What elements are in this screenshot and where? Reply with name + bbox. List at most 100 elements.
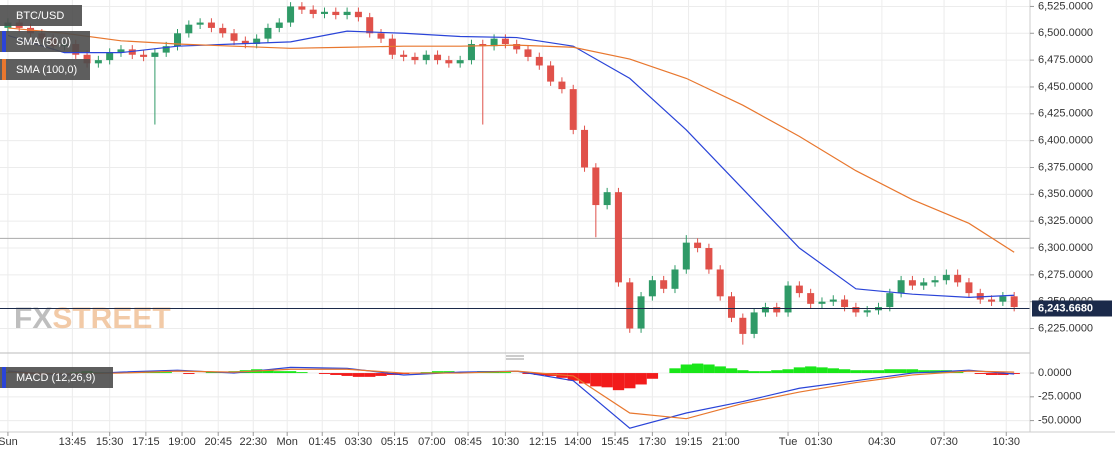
- macd-histogram-bar: [499, 372, 512, 374]
- macd-histogram-bar: [985, 373, 998, 375]
- legend-entry: MACD (12,26,9): [16, 372, 95, 384]
- macd-histogram-bar: [759, 371, 772, 374]
- candle-body: [829, 299, 837, 302]
- legend-box[interactable]: [0, 31, 90, 52]
- signal-line: [7, 368, 1015, 420]
- candle-body: [320, 11, 328, 14]
- macd-histogram-bar: [578, 373, 591, 384]
- macd-histogram-bar: [838, 369, 851, 374]
- y-tick-label: 6,425.0000: [1038, 108, 1093, 120]
- legend: BTC/USD SMA (50,0) SMA (100,0) MACD (12,…: [0, 5, 113, 388]
- y-tick-label: 6,475.0000: [1038, 54, 1093, 66]
- candle-body: [287, 6, 295, 23]
- legend-box[interactable]: [0, 5, 82, 26]
- macd-histogram-bar: [725, 368, 738, 374]
- legend-box[interactable]: [0, 367, 113, 388]
- candle-body: [343, 11, 351, 16]
- candle-body: [366, 17, 374, 34]
- macd-histogram-bar: [646, 373, 659, 379]
- candle-body: [942, 274, 950, 281]
- x-tick-label: 08:45: [454, 436, 482, 448]
- candle-body: [931, 280, 939, 283]
- last-price-box: [1032, 300, 1112, 317]
- macd-histogram-bar: [918, 370, 930, 374]
- macd-histogram-bar: [1008, 373, 1020, 375]
- macd-histogram-bar: [601, 373, 613, 388]
- macd-histogram-bar: [612, 373, 625, 391]
- candle-body: [253, 38, 261, 45]
- last-price-label: 6,243.6680: [1038, 302, 1093, 314]
- x-tick-label: Mon: [276, 436, 297, 448]
- candle-body: [535, 56, 543, 66]
- x-tick-label: 15:45: [601, 436, 629, 448]
- macd-histogram-bar: [318, 373, 331, 375]
- candle-body: [908, 280, 916, 286]
- candle-body: [841, 299, 849, 308]
- candle-body: [897, 280, 905, 294]
- macd-histogram-bar: [850, 370, 862, 374]
- macd-histogram-bar: [703, 364, 715, 374]
- candle-body: [490, 38, 498, 47]
- x-tick-label: 17:30: [639, 436, 667, 448]
- y-tick-label: 6,325.0000: [1038, 215, 1093, 227]
- candle-body: [773, 307, 781, 313]
- x-tick-label: 19:00: [168, 436, 196, 448]
- candle-body: [784, 285, 792, 313]
- candle-body: [886, 293, 894, 308]
- candle-body: [140, 54, 148, 57]
- legend-box[interactable]: [0, 59, 90, 80]
- macd-histogram-bar: [861, 370, 873, 374]
- candle-body: [151, 52, 159, 57]
- candle-body: [411, 56, 419, 61]
- candle-body: [716, 269, 724, 297]
- y-tick-label: -25.0000: [1038, 391, 1081, 403]
- macd-histogram-bar: [635, 373, 647, 385]
- legend-title: BTC/USD: [16, 10, 64, 22]
- y-tick-label: -50.0000: [1038, 414, 1081, 426]
- legend-swatch: [2, 59, 6, 80]
- macd-histogram-bar: [296, 372, 308, 374]
- candle-body: [1010, 296, 1018, 308]
- candle-body: [988, 299, 996, 302]
- x-tick-label: 07:00: [418, 436, 446, 448]
- candle-body: [174, 33, 182, 47]
- candle-body: [162, 46, 170, 53]
- candle-body: [750, 312, 758, 334]
- candle-body: [603, 192, 611, 206]
- candle-body: [863, 310, 871, 313]
- y-tick-label: 6,500.0000: [1038, 27, 1093, 39]
- legend-swatch: [2, 367, 6, 388]
- candle-body: [513, 44, 521, 50]
- macd-histogram-bar: [533, 373, 546, 375]
- macd-histogram-bar: [183, 373, 195, 375]
- candle-body: [920, 282, 928, 286]
- candle-body: [739, 317, 747, 334]
- candle-body: [422, 54, 430, 61]
- candle-body: [354, 11, 362, 18]
- macd-histogram-bar: [748, 371, 760, 374]
- macd-histogram-bar: [872, 370, 885, 374]
- candle-body: [479, 44, 487, 47]
- macd-histogram-bar: [884, 369, 896, 374]
- candle-body: [332, 11, 340, 16]
- grid: [0, 0, 1030, 432]
- candle-body: [467, 44, 475, 61]
- y-tick-label: 0.0000: [1038, 367, 1072, 379]
- legend-swatch: [2, 31, 6, 52]
- candle-body: [818, 301, 826, 304]
- x-tick-label: 12:15: [529, 436, 557, 448]
- candle-body: [795, 285, 803, 294]
- macd-histogram-bar: [805, 366, 817, 374]
- macd-histogram-bar: [771, 370, 783, 374]
- marks: [0, 2, 1030, 429]
- watermark: FXSTREET: [14, 302, 171, 335]
- candle-body: [807, 293, 815, 304]
- macd-histogram-bar: [364, 373, 376, 377]
- candle-body: [558, 81, 566, 90]
- y-tick-label: 6,375.0000: [1038, 161, 1093, 173]
- candle-body: [705, 248, 713, 270]
- candle-body: [761, 307, 769, 313]
- macd-histogram-bar: [341, 373, 353, 376]
